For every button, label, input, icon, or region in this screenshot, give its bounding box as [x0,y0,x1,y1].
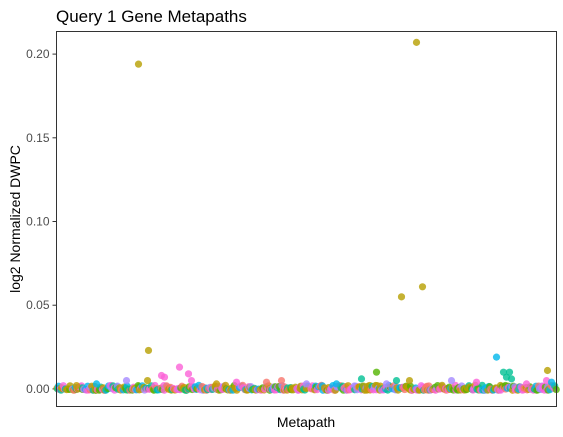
data-point [418,283,427,291]
plot-panel [56,31,557,407]
data-point [184,370,193,378]
data-point [122,376,131,385]
data-point [543,366,552,375]
data-point [397,293,406,301]
chart-title: Query 1 Gene Metapaths [56,7,247,26]
data-point [175,363,184,371]
data-point [212,380,221,388]
data-point [232,378,241,386]
data-point [392,376,401,385]
data-point [492,353,501,361]
plot-border [56,31,557,407]
y-axis-label: log2 Normalized DWPC [7,145,23,293]
y-tick-label: 0.15 [26,131,50,145]
data-point [507,375,516,383]
y-tick-label: 0.00 [26,382,50,396]
y-axis-ticks: 0.00 0.05 0.10 0.15 0.20 [26,47,57,396]
data-points [53,38,560,394]
data-point [447,376,456,385]
data-point [332,380,341,388]
data-point [382,380,391,388]
data-point [522,380,531,388]
data-point [160,373,169,381]
y-tick-label: 0.05 [26,298,50,312]
data-point [372,368,381,376]
y-tick-label: 0.10 [26,215,50,229]
x-axis-label: Metapath [277,414,335,430]
data-point [262,378,271,386]
data-point [134,60,143,68]
data-point [412,38,421,46]
y-tick-label: 0.20 [26,47,50,61]
data-point [277,376,286,385]
data-point [92,380,101,388]
data-point [547,378,556,386]
data-point [143,376,152,385]
data-point [302,380,311,388]
data-point [357,375,366,383]
data-point [144,346,153,355]
data-point [187,376,196,385]
data-point [472,378,481,386]
data-point [72,381,81,390]
data-point [405,376,414,385]
